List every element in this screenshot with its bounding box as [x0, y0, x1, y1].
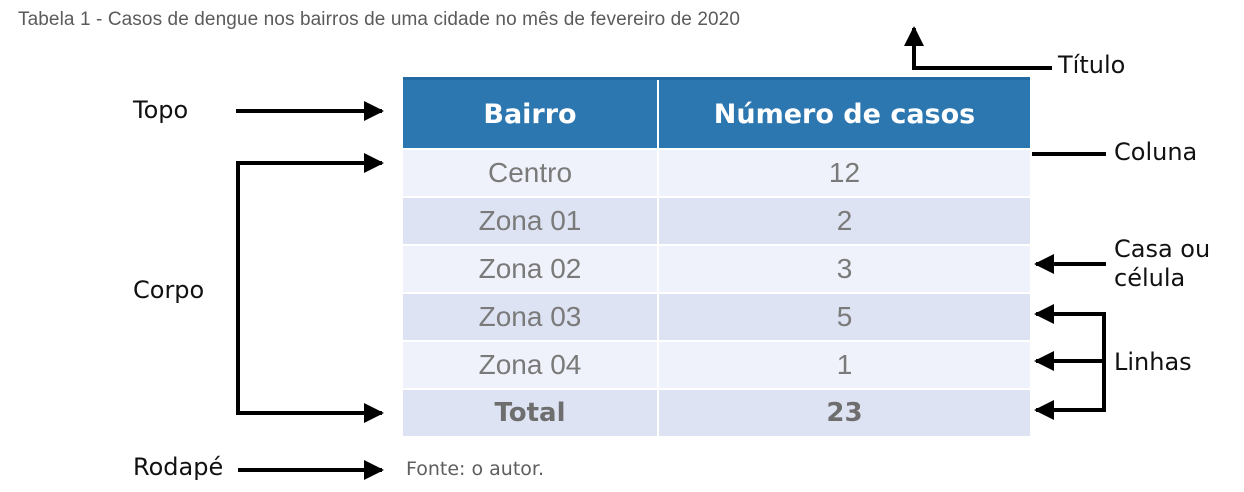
cell-bairro: Centro	[403, 148, 658, 197]
label-rodape: Rodapé	[133, 453, 224, 481]
table-header-row: Bairro Número de casos	[403, 77, 1030, 149]
cell-casos: 12	[657, 148, 1030, 197]
data-table: Bairro Número de casos Centro 12 Zona 01…	[403, 77, 1030, 436]
cell-total-label: Total	[403, 388, 658, 436]
label-titulo: Título	[1058, 51, 1126, 79]
cell-bairro: Zona 04	[403, 340, 658, 389]
table-footer-source: Fonte: o autor.	[406, 458, 545, 480]
label-casa-line1: Casa ou	[1114, 235, 1211, 263]
table-total-row: Total 23	[403, 388, 1030, 436]
label-corpo: Corpo	[133, 276, 205, 304]
bracket-corpo-icon	[236, 153, 384, 423]
cell-casos: 2	[657, 196, 1030, 245]
cell-bairro: Zona 01	[403, 196, 658, 245]
table-row: Zona 02 3	[403, 244, 1030, 293]
label-topo: Topo	[133, 96, 189, 124]
bracket-linhas-icon	[1034, 304, 1106, 420]
table-row: Zona 03 5	[403, 292, 1030, 341]
label-casa-line2: célula	[1114, 264, 1186, 292]
table-row: Centro 12	[403, 148, 1030, 197]
label-coluna: Coluna	[1114, 138, 1198, 166]
arrow-titulo-icon	[904, 26, 1052, 70]
table-row: Zona 04 1	[403, 340, 1030, 389]
cell-bairro: Zona 02	[403, 244, 658, 293]
cell-casos: 1	[657, 340, 1030, 389]
cell-casos: 5	[657, 292, 1030, 341]
cell-bairro: Zona 03	[403, 292, 658, 341]
cell-total-value: 23	[657, 388, 1030, 436]
cell-casos: 3	[657, 244, 1030, 293]
header-bairro: Bairro	[403, 77, 658, 149]
table-row: Zona 01 2	[403, 196, 1030, 245]
label-linhas: Linhas	[1114, 348, 1192, 376]
header-numero-casos: Número de casos	[657, 77, 1030, 149]
table-title: Tabela 1 - Casos de dengue nos bairros d…	[18, 9, 741, 30]
